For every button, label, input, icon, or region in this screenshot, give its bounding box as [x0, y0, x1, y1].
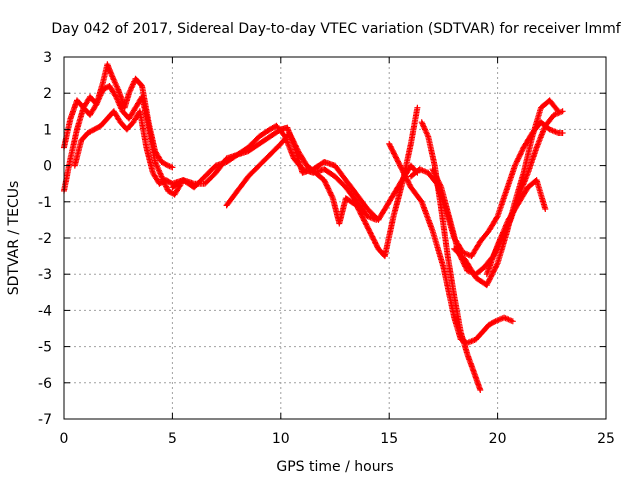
x-axis-label: GPS time / hours [276, 459, 393, 475]
x-tick-label: 15 [380, 431, 398, 447]
x-tick-label: 5 [168, 431, 177, 447]
y-tick-label: -2 [38, 231, 52, 247]
y-tick-label: -3 [38, 267, 52, 283]
y-tick-label: 2 [43, 86, 52, 102]
y-tick-label: -1 [38, 195, 52, 211]
x-tick-label: 0 [60, 431, 69, 447]
y-tick-label: 1 [43, 122, 52, 138]
x-tick-label: 25 [597, 431, 615, 447]
chart-title: Day 042 of 2017, Sidereal Day-to-day VTE… [51, 21, 621, 37]
x-tick-label: 20 [489, 431, 507, 447]
data-marks [61, 61, 566, 393]
series-10-markers [483, 177, 549, 278]
ticks: 0 5 10 15 20 25 -7 -6 -5 -4 -3 -2 -1 0 1 2 3 [38, 50, 615, 447]
x-tick-label: 10 [272, 431, 290, 447]
y-axis-label: SDTVAR / TECUs [6, 181, 22, 296]
y-tick-label: 3 [43, 50, 52, 66]
y-tick-label: -6 [38, 376, 52, 392]
y-tick-label: -4 [38, 303, 52, 319]
series-4 [223, 104, 421, 260]
series-10 [483, 177, 549, 278]
y-tick-label: -5 [38, 340, 52, 356]
series-4-markers [223, 104, 421, 260]
y-tick-label: -7 [38, 412, 52, 428]
y-tick-label: 0 [43, 159, 52, 175]
